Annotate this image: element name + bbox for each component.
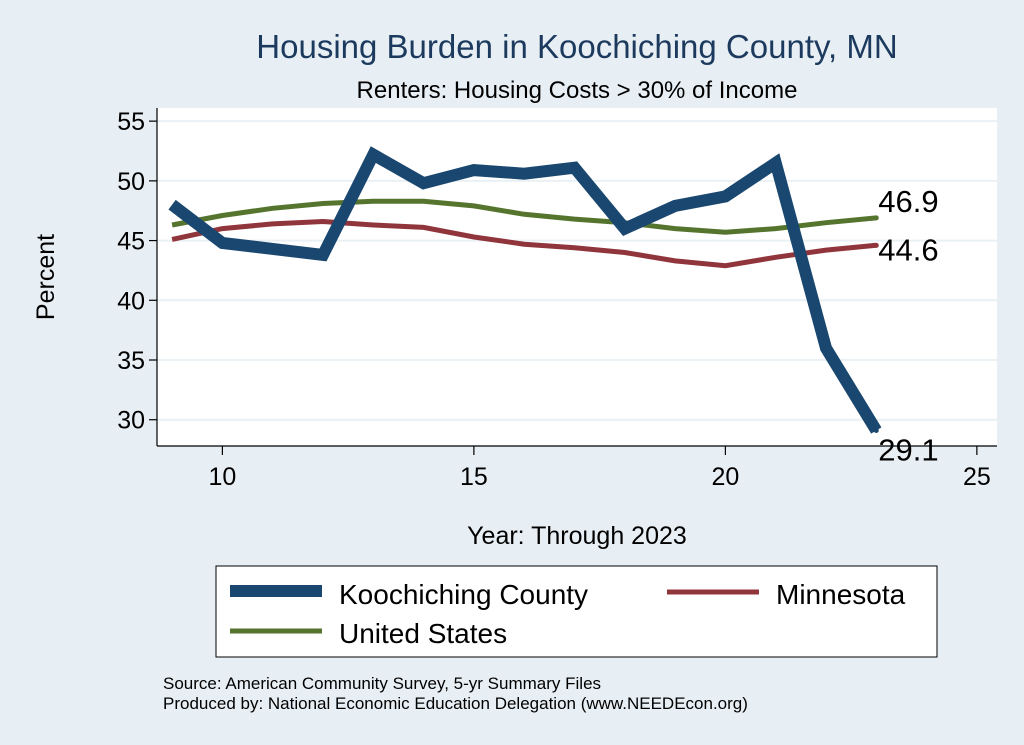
- legend-label-united-states: United States: [339, 618, 507, 649]
- y-tick-label: 50: [117, 168, 145, 196]
- end-label-united-states: 46.9: [878, 184, 938, 219]
- y-tick-label: 40: [117, 287, 145, 315]
- y-tick-label: 45: [117, 228, 145, 256]
- chart-title: Housing Burden in Koochiching County, MN: [256, 28, 897, 65]
- legend-label-minnesota: Minnesota: [776, 579, 906, 610]
- y-axis: 30 35 40 45 50 55: [117, 108, 158, 446]
- legend-box: [215, 565, 938, 658]
- legend-label-koochiching: Koochiching County: [339, 579, 588, 610]
- x-tick-label: 15: [460, 463, 488, 491]
- x-axis: 10 15 20 25: [157, 445, 997, 491]
- series-end-point-koochiching: [873, 427, 879, 433]
- end-labels: 29.1 44.6 46.9: [878, 184, 938, 468]
- source-note: Source: American Community Survey, 5-yr …: [163, 674, 601, 693]
- series-end-point-minnesota: [873, 242, 879, 248]
- y-axis-title: Percent: [32, 234, 60, 320]
- series-line-united-states: [171, 198, 877, 235]
- produced-by-note: Produced by: National Economic Education…: [163, 694, 748, 713]
- legend: Koochiching County Minnesota United Stat…: [215, 565, 938, 658]
- chart-subtitle: Renters: Housing Costs > 30% of Income: [357, 77, 798, 104]
- series-end-point-united-states: [873, 215, 879, 221]
- x-axis-title: Year: Through 2023: [467, 522, 687, 550]
- series-line-minnesota: [171, 218, 877, 269]
- y-tick-label: 55: [117, 108, 145, 136]
- series-line-koochiching: [168, 146, 882, 434]
- x-tick-label: 20: [711, 463, 739, 491]
- series-layer: [168, 146, 882, 434]
- plot-area: [157, 108, 997, 446]
- end-label-minnesota: 44.6: [878, 232, 938, 267]
- y-tick-label: 35: [117, 347, 145, 375]
- end-label-koochiching: 29.1: [878, 432, 938, 467]
- x-tick-label: 25: [963, 463, 991, 491]
- y-tick-label: 30: [117, 407, 145, 435]
- x-tick-label: 10: [208, 463, 236, 491]
- gridlines: [157, 120, 997, 421]
